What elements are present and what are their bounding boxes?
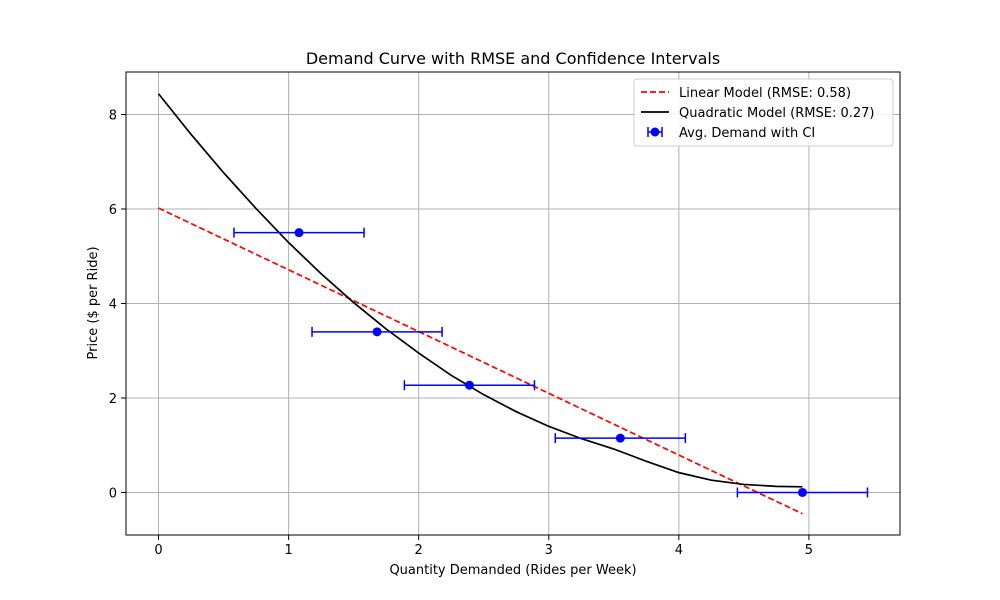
y-tick-label: 6 xyxy=(109,203,117,218)
y-tick-label: 4 xyxy=(109,298,117,313)
data-point xyxy=(464,380,474,390)
legend: Linear Model (RMSE: 0.58) Quadratic Model… xyxy=(633,78,894,147)
x-tick-label: 2 xyxy=(415,543,423,558)
grid xyxy=(126,72,900,535)
data-point xyxy=(294,228,304,238)
y-tick-label: 0 xyxy=(109,486,117,501)
data-point-group xyxy=(403,380,536,391)
data-point-group xyxy=(554,433,687,444)
chart-title: Demand Curve with RMSE and Confidence In… xyxy=(306,49,720,68)
y-tick-label: 2 xyxy=(109,392,117,407)
axis-ticks: 0 1 2 3 4 5 0 2 4 6 8 xyxy=(109,109,813,558)
data-point-group xyxy=(736,487,869,498)
plot-series xyxy=(157,93,869,515)
legend-label: Quadratic Model (RMSE: 0.27) xyxy=(679,106,874,121)
data-point-group xyxy=(233,227,365,238)
x-tick-label: 1 xyxy=(284,543,292,558)
data-point xyxy=(372,327,382,337)
data-point xyxy=(615,433,625,443)
legend-label: Linear Model (RMSE: 0.58) xyxy=(679,86,851,101)
linear-model-line xyxy=(158,207,803,515)
x-axis-label: Quantity Demanded (Rides per Week) xyxy=(389,563,636,578)
legend-swatch-marker xyxy=(650,127,660,137)
x-tick-label: 5 xyxy=(805,543,813,558)
data-point xyxy=(797,487,807,497)
x-tick-label: 0 xyxy=(154,543,162,558)
y-axis-label: Price ($ per Ride) xyxy=(86,246,101,359)
legend-box xyxy=(633,78,894,147)
legend-label: Avg. Demand with CI xyxy=(679,126,815,141)
quadratic-model-line xyxy=(157,93,803,488)
y-tick-label: 8 xyxy=(109,109,117,124)
data-point-group xyxy=(311,326,443,337)
x-tick-label: 4 xyxy=(675,543,683,558)
x-tick-label: 3 xyxy=(545,543,553,558)
